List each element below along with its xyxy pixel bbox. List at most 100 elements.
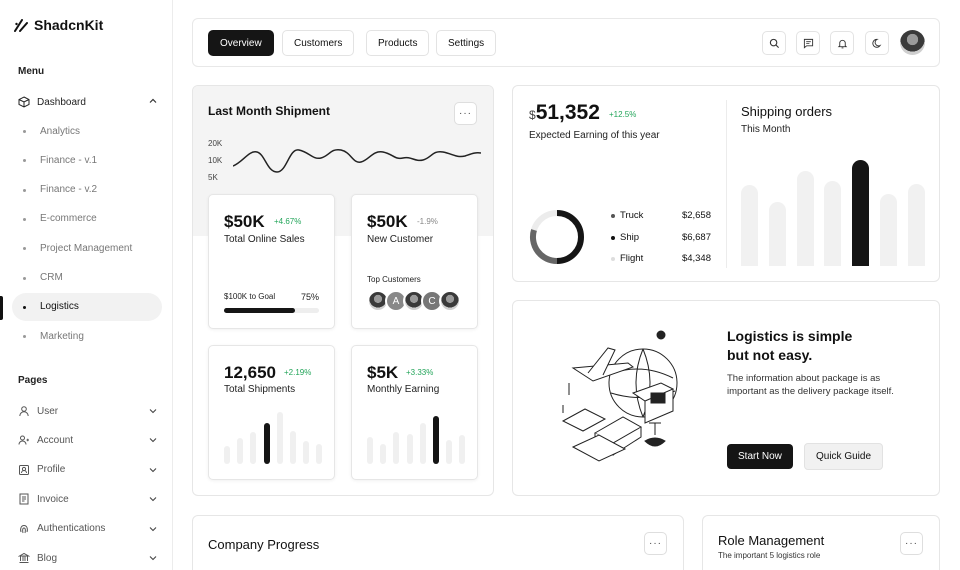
sidebar-item-label: Authentications [37,523,106,535]
bullet-dot [23,335,26,339]
earning-label: Expected Earning of this year [529,130,660,141]
new-customer-card: $50K -1.9% New Customer Top Customers A … [351,194,478,329]
sidebar-item-label: Analytics [40,125,81,137]
sidebar-item-marketing[interactable]: Marketing [12,322,162,350]
earning-value: 51,352 [535,101,600,124]
sidebar-item-dashboard[interactable]: Dashboard [18,92,158,112]
profile-icon [18,464,30,476]
top-navigation: Overview Customers Products Settings [192,18,940,67]
monthly-earning-bar-chart [367,412,466,464]
shipping-orders-bar [796,171,814,266]
more-options-button[interactable]: ··· [900,532,923,555]
chevron-down-icon[interactable] [148,553,158,563]
new-customer-value: $50K [367,212,408,231]
legend-dot [611,235,615,240]
sidebar-item-analytics[interactable]: Analytics [12,117,162,145]
chevron-down-icon[interactable] [148,494,158,504]
customer-avatar-4[interactable]: C [421,290,443,312]
online-sales-value: $50K [224,212,265,231]
sidebar-item-user[interactable]: User [18,401,158,421]
total-shipments-bar [224,446,230,464]
theme-toggle-button[interactable] [865,31,889,55]
messages-button[interactable] [796,31,820,55]
active-indicator [0,296,3,320]
monthly-earning-label: Monthly Earning [367,384,440,395]
chevron-down-icon[interactable] [148,435,158,445]
total-online-sales-card: $50K +4.67% Total Online Sales $100K to … [208,194,335,329]
sidebar-item-finance-v-1[interactable]: Finance - v.1 [12,146,162,174]
shipping-orders-bar [880,194,897,266]
more-options-button[interactable]: ··· [454,102,477,125]
chevron-up-icon[interactable] [148,96,158,106]
shipment-line [233,148,481,173]
sidebar-item-profile[interactable]: Profile [18,460,158,480]
tab-settings[interactable]: Settings [436,30,497,56]
shipping-orders-bar [907,184,925,266]
more-icon: ··· [649,538,662,549]
legend-amount: $6,687 [681,231,711,243]
goal-label: $100K to Goal [224,292,276,301]
tab-customers[interactable]: Customers [282,30,355,56]
tab-products[interactable]: Products [366,30,430,56]
total-shipments-label: Total Shipments [224,384,296,395]
sidebar-item-logistics[interactable]: Logistics [12,292,162,321]
sidebar-item-authentications[interactable]: Authentications [18,519,158,539]
sidebar-item-label: CRM [40,272,63,283]
total-shipments-bar [290,431,296,464]
sidebar-item-label: Logistics [40,301,79,313]
sidebar-item-finance-v-2[interactable]: Finance - v.2 [12,176,162,204]
online-sales-label: Total Online Sales [224,234,305,245]
sidebar-item-e-commerce[interactable]: E-commerce [12,205,162,233]
shipping-orders-subtitle: This Month [741,124,791,135]
sidebar-item-project-management[interactable]: Project Management [12,234,162,262]
card-subtitle: The important 5 logistics role [718,551,821,560]
chevron-down-icon[interactable] [148,524,158,534]
total-shipments-value: 12,650 [224,363,276,382]
shipping-orders-bar [824,181,842,266]
box-icon [18,96,30,108]
card-title: Role Management [718,533,825,548]
monthly-earning-bar [419,423,426,464]
brand-logo[interactable]: ShadcnKit [14,17,103,33]
blog-icon [18,552,30,564]
bell-icon [837,39,847,48]
legend-label: Truck [620,210,644,221]
sidebar-item-blog[interactable]: Blog [18,548,158,568]
total-shipments-bar [316,444,323,464]
total-shipments-bar [303,441,310,464]
sidebar-item-label: Blog [37,552,58,564]
customer-avatar-5[interactable] [439,290,461,312]
promo-title-line1: Logistics is simple [727,328,853,344]
pages-section-label: Pages [18,375,48,386]
notifications-button[interactable] [830,31,854,55]
legend-label: Flight [620,253,644,264]
bullet-dot [23,276,26,280]
sidebar-item-account[interactable]: Account [18,430,158,450]
total-shipments-bar [237,438,244,464]
search-button[interactable] [762,31,786,55]
last-month-shipment-card: Last Month Shipment ··· 20K 10K 5K $50K +4… [192,85,494,496]
divider [726,100,727,268]
chevron-down-icon[interactable] [148,465,158,475]
monthly-earning-bar [380,444,387,464]
account-icon [18,434,30,446]
legend-dot [611,214,615,218]
shipping-orders-bar [741,185,758,266]
chevron-down-icon[interactable] [148,406,158,416]
sidebar-item-invoice[interactable]: Invoice [18,489,158,509]
quick-guide-button[interactable]: Quick Guide [804,443,884,470]
total-shipments-bar [263,423,270,464]
more-icon: ··· [905,538,918,549]
tab-overview[interactable]: Overview [208,30,274,56]
user-avatar[interactable] [900,30,925,55]
monthly-earning-bar [367,437,373,464]
start-now-button[interactable]: Start Now [727,444,793,469]
sidebar-item-label: Finance - v.2 [40,184,98,196]
monthly-earning-value: $5K [367,363,399,382]
more-options-button[interactable]: ··· [644,532,667,555]
y-tick-label: 5K [208,173,218,182]
search-icon [769,38,779,48]
sidebar-item-label: E-commerce [40,213,97,225]
sidebar-item-label: Finance - v.1 [40,154,98,166]
sidebar-item-crm[interactable]: CRM [12,264,162,292]
